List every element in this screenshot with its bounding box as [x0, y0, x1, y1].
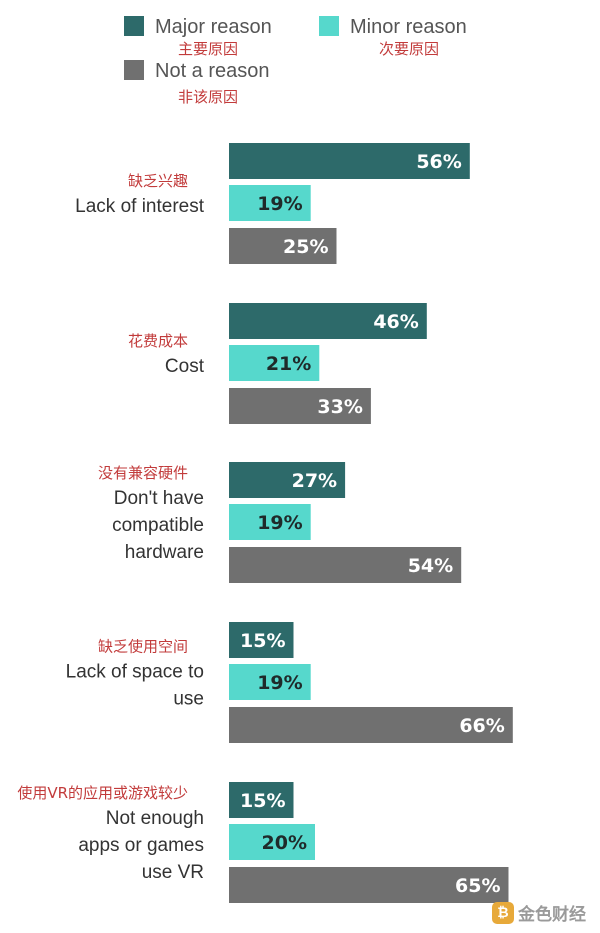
- data-label-1-2: 19%: [257, 193, 302, 215]
- category-label-zh-5: 使用VR的应用或游戏较少: [17, 784, 188, 802]
- bar-2-2: [229, 345, 320, 381]
- data-label-1-1: 56%: [416, 151, 461, 173]
- legend-label-zh-3: 非该原因: [178, 88, 238, 106]
- bar-5-1: [229, 782, 294, 818]
- category-label-3-line-1: Don't have: [114, 488, 204, 509]
- data-label-2-1: 46%: [373, 311, 418, 333]
- data-label-1-3: 25%: [283, 236, 328, 258]
- data-label-5-1: 15%: [240, 790, 285, 812]
- legend-swatch-3: [124, 60, 144, 80]
- category-label-zh-2: 花费成本: [128, 332, 188, 350]
- category-label-zh-3: 没有兼容硬件: [98, 464, 188, 482]
- category-label-4-line-2: use: [173, 689, 204, 710]
- data-label-4-3: 66%: [459, 715, 504, 737]
- category-label-1-line-1: Lack of interest: [75, 196, 205, 217]
- bar-1-1: [229, 143, 470, 179]
- category-label-zh-1: 缺乏兴趣: [128, 172, 188, 190]
- category-label-5-line-2: apps or games: [78, 835, 204, 856]
- bar-1-3: [229, 228, 337, 264]
- data-label-3-3: 54%: [408, 555, 453, 577]
- category-label-3-line-3: hardware: [125, 542, 204, 563]
- watermark-logo-icon: ₿: [492, 901, 514, 924]
- legend-label-2: Minor reason: [350, 16, 467, 38]
- bar-5-3: [229, 867, 509, 903]
- bar-4-1: [229, 622, 294, 658]
- bar-3-1: [229, 462, 346, 498]
- bar-3-3: [229, 547, 462, 583]
- data-label-5-3: 65%: [455, 875, 500, 897]
- category-label-4-line-1: Lack of space to: [66, 662, 204, 683]
- category-label-5-line-3: use VR: [142, 862, 204, 883]
- bar-2-1: [229, 303, 427, 339]
- bar-4-2: [229, 664, 311, 700]
- watermark-text: 金色财经: [518, 905, 586, 925]
- legend-label-zh-2: 次要原因: [379, 40, 439, 58]
- data-label-3-1: 27%: [292, 470, 337, 492]
- bar-5-2: [229, 824, 315, 860]
- data-label-2-2: 21%: [266, 353, 311, 375]
- legend-label-zh-1: 主要原因: [178, 40, 238, 58]
- bar-1-2: [229, 185, 311, 221]
- legend-label-3: Not a reason: [155, 60, 270, 82]
- data-label-5-2: 20%: [262, 832, 307, 854]
- legend-label-1: Major reason: [155, 16, 272, 38]
- category-label-3-line-2: compatible: [112, 515, 204, 536]
- bar-2-3: [229, 388, 371, 424]
- category-label-zh-4: 缺乏使用空间: [98, 638, 188, 656]
- data-label-4-2: 19%: [257, 672, 302, 694]
- data-label-4-1: 15%: [240, 630, 285, 652]
- legend-swatch-1: [124, 16, 144, 36]
- bar-4-3: [229, 707, 513, 743]
- data-label-2-3: 33%: [317, 396, 362, 418]
- category-label-2-line-1: Cost: [165, 356, 205, 377]
- legend-swatch-2: [319, 16, 339, 36]
- data-label-3-2: 19%: [257, 512, 302, 534]
- watermark: ₿ 金色财经: [492, 900, 586, 925]
- bar-3-2: [229, 504, 311, 540]
- category-label-5-line-1: Not enough: [106, 808, 204, 829]
